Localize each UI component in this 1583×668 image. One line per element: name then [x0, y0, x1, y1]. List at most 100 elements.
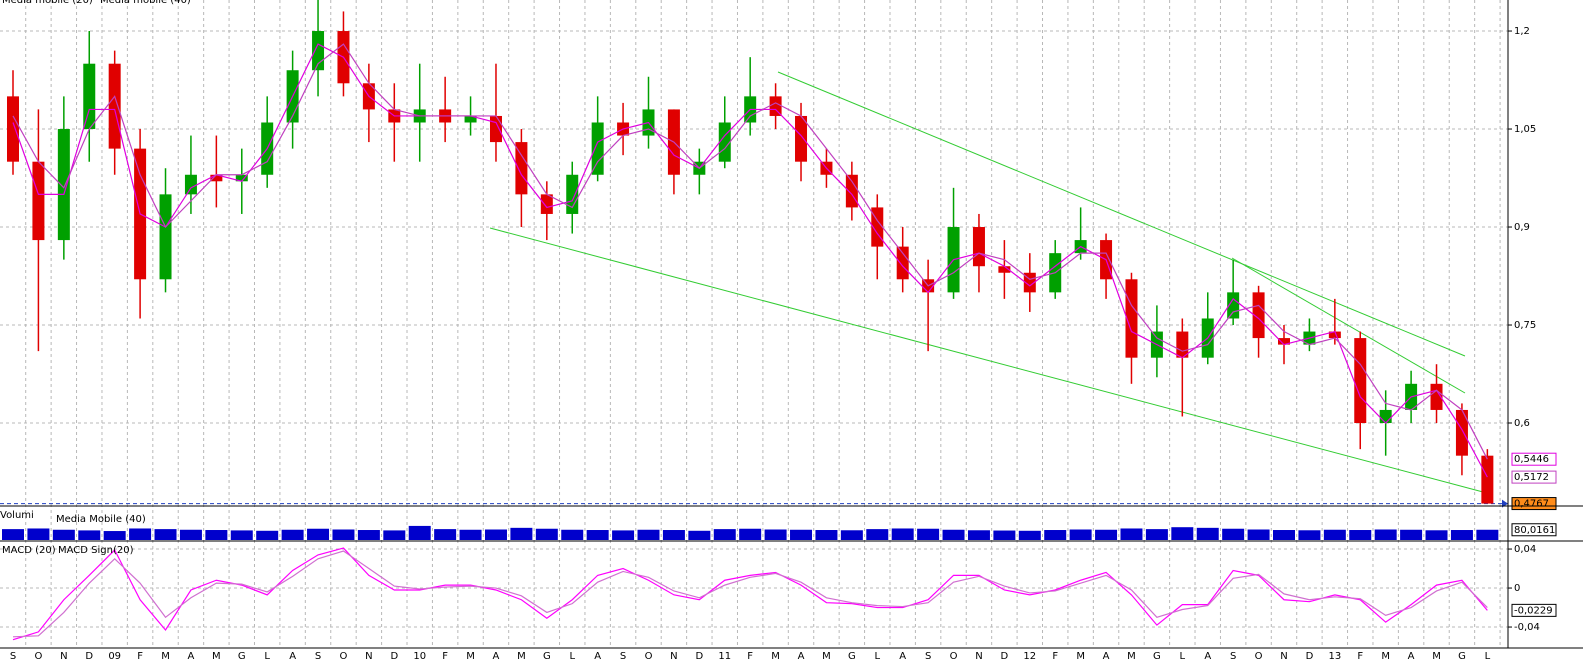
legend-entry: Media mobile (20) [2, 0, 93, 6]
x-tick-label: A [493, 651, 500, 662]
candle-body [1252, 292, 1265, 339]
x-tick-label: D [85, 651, 93, 662]
candle-body [1328, 331, 1341, 339]
y-tick-label: 0,04 [1514, 544, 1536, 555]
y-tick-label: 1,05 [1514, 124, 1536, 135]
x-tick-label: S [925, 651, 931, 662]
volume-bar [840, 530, 863, 540]
volume-bar [1044, 530, 1067, 540]
volume-bar [103, 531, 126, 540]
x-tick-label: A [1103, 651, 1110, 662]
x-tick-label: F [442, 651, 448, 662]
x-tick-label: O [950, 651, 958, 662]
candle-body [7, 96, 19, 162]
x-tick-label: O [34, 651, 42, 662]
last-value-label: 80,0161 [1514, 525, 1555, 536]
x-tick-label: A [798, 651, 805, 662]
volume-bar [942, 529, 965, 540]
last-value-label: -0,0229 [1514, 605, 1553, 616]
y-tick-label: 0,9 [1514, 222, 1530, 233]
last-value-box [1511, 523, 1557, 537]
x-tick-label: M [517, 651, 526, 662]
volume-bar [612, 530, 635, 540]
volume-bar [1323, 529, 1346, 540]
x-tick-label: O [1255, 651, 1263, 662]
volume-bar [764, 529, 787, 540]
volume-bar [586, 530, 609, 540]
x-tick-label: L [1485, 651, 1491, 662]
x-tick-label: M [1381, 651, 1390, 662]
last-value-label: 0,4767 [1514, 499, 1549, 510]
volume-bar [434, 529, 457, 540]
volume-bar [1095, 529, 1118, 540]
x-tick-label: S [1230, 651, 1236, 662]
x-tick-label: F [137, 651, 143, 662]
x-tick-label: M [466, 651, 475, 662]
x-tick-label: O [645, 651, 653, 662]
last-value-box [1511, 452, 1557, 466]
volume-bar [967, 530, 990, 540]
volume-bar [179, 529, 202, 540]
candle-body [972, 227, 985, 267]
candle-body [1227, 292, 1240, 319]
last-value-box [1511, 603, 1557, 617]
volume-bar [1273, 530, 1295, 540]
candle-body [57, 129, 70, 241]
volume-bar [662, 530, 685, 540]
x-tick-label: D [1001, 651, 1009, 662]
x-tick-label: A [289, 651, 296, 662]
volume-bar [1450, 530, 1473, 540]
candle-body [1379, 409, 1392, 424]
x-tick-label: N [1280, 651, 1287, 662]
volume-bar [383, 530, 406, 540]
x-tick-label: O [340, 651, 348, 662]
y-tick-label: 0,6 [1514, 418, 1530, 429]
volume-bar [78, 530, 101, 540]
last-value-box [1511, 497, 1557, 511]
candle-body [489, 115, 502, 143]
x-tick-label: S [10, 651, 16, 662]
pane-title: Volumi [0, 510, 34, 521]
y-tick-label: 1,2 [1514, 26, 1530, 37]
volume-bar [866, 529, 889, 540]
moving-average-line [12, 43, 1488, 460]
volume-bar [510, 527, 533, 540]
volume-bar [1196, 527, 1219, 540]
last-value-box [1511, 470, 1557, 484]
volume-bar [154, 529, 177, 540]
x-tick-label: G [543, 651, 551, 662]
trend-line [1231, 257, 1466, 394]
x-tick-label: M [1432, 651, 1441, 662]
candle-body [896, 246, 909, 280]
x-tick-label: L [874, 651, 880, 662]
volume-bar [256, 530, 279, 540]
x-tick-label: A [188, 651, 195, 662]
last-value-label: 0,5172 [1514, 472, 1549, 483]
candle-body [1481, 455, 1494, 504]
moving-average-line [12, 43, 1488, 478]
legend-entry: Media Mobile (40) [56, 514, 146, 525]
candle-body [464, 115, 477, 123]
x-tick-label: D [695, 651, 703, 662]
x-tick-label: N [60, 651, 67, 662]
candle-body [540, 194, 553, 214]
trend-line [777, 71, 1466, 357]
volume-bar [459, 529, 482, 540]
x-tick-label: G [848, 651, 856, 662]
legend-entry: MACD Sign(20) [58, 545, 134, 556]
candle-body [1354, 338, 1367, 424]
volume-bar [1222, 528, 1245, 540]
volume-bar [230, 530, 253, 540]
volume-bar [2, 529, 24, 540]
volume-bar [484, 529, 507, 540]
volume-bar [1247, 529, 1270, 540]
grid-layer [0, 0, 1508, 648]
volume-bar [205, 530, 228, 540]
candle-body [184, 174, 197, 195]
volume-bar [281, 529, 304, 540]
candle-body [845, 174, 858, 208]
volume-bar [1476, 529, 1499, 540]
candle-body [566, 174, 579, 214]
x-tick-label: A [1204, 651, 1211, 662]
